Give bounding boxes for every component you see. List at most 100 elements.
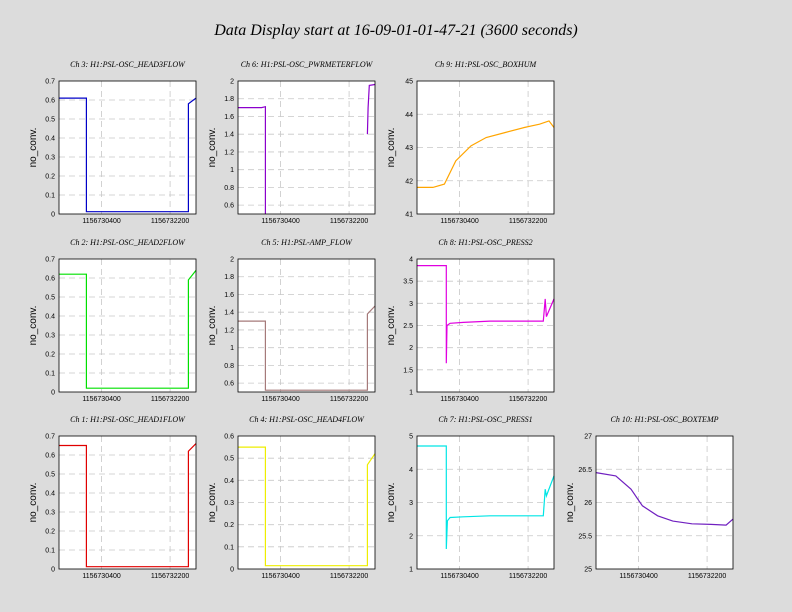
y-tick-label: 2	[409, 533, 413, 540]
y-tick-label: 0.2	[45, 529, 55, 536]
chart-title: Ch 8: H1:PSL-OSC_PRESS2	[438, 238, 532, 247]
y-tick-label: 0.5	[45, 472, 55, 479]
plot-area	[59, 81, 196, 214]
x-tick-label: 1156732200	[151, 218, 190, 225]
y-tick-label: 1.2	[224, 327, 234, 334]
chart-title: Ch 2: H1:PSL-OSC_HEAD2FLOW	[70, 238, 186, 247]
x-tick-label: 1156730400	[261, 218, 300, 225]
y-tick-label: 2	[409, 345, 413, 352]
y-tick-label: 1.2	[224, 149, 234, 156]
x-tick-label: 1156730400	[619, 573, 658, 580]
y-tick-label: 45	[405, 79, 413, 86]
y-axis-label: no_conv.	[28, 483, 39, 523]
y-tick-label: 5	[409, 434, 413, 441]
y-tick-label: 0.8	[224, 363, 234, 370]
y-tick-label: 1.8	[224, 274, 234, 281]
y-tick-label: 1	[409, 567, 413, 574]
plot-area	[238, 81, 375, 214]
y-tick-label: 1.6	[224, 292, 234, 299]
y-axis-label: no_conv.	[565, 483, 576, 523]
y-tick-label: 1	[230, 345, 234, 352]
x-tick-label: 1156732200	[151, 396, 190, 403]
chart-title: Ch 7: H1:PSL-OSC_PRESS1	[438, 415, 532, 424]
y-tick-label: 1.4	[224, 132, 234, 139]
y-tick-label: 0.7	[45, 434, 55, 441]
x-tick-label: 1156732200	[509, 218, 548, 225]
x-tick-label: 1156730400	[82, 396, 121, 403]
y-tick-label: 0.1	[45, 548, 55, 555]
x-tick-label: 1156730400	[440, 218, 479, 225]
y-tick-label: 0.4	[224, 478, 234, 485]
chart-title: Ch 10: H1:PSL-OSC_BOXTEMP	[611, 415, 719, 424]
y-tick-label: 43	[405, 145, 413, 152]
y-tick-label: 0.6	[224, 381, 234, 388]
chart-title: Ch 6: H1:PSL-OSC_PWRMETERFLOW	[241, 60, 374, 69]
y-axis-label: no_conv.	[207, 483, 218, 523]
y-tick-label: 0.4	[45, 491, 55, 498]
x-tick-label: 1156732200	[688, 573, 727, 580]
y-tick-label: 26	[584, 500, 592, 507]
x-tick-label: 1156730400	[440, 573, 479, 580]
y-tick-label: 0	[230, 567, 234, 574]
y-tick-label: 0.3	[45, 510, 55, 517]
y-tick-label: 1.6	[224, 114, 234, 121]
x-tick-label: 1156732200	[330, 573, 369, 580]
y-axis-label: no_conv.	[386, 128, 397, 168]
y-tick-label: 1	[409, 390, 413, 397]
x-tick-label: 1156732200	[330, 396, 369, 403]
chart-title: Ch 3: H1:PSL-OSC_HEAD3FLOW	[70, 60, 186, 69]
y-tick-label: 2	[230, 257, 234, 264]
y-axis-label: no_conv.	[28, 306, 39, 346]
y-tick-label: 41	[405, 212, 413, 219]
x-tick-label: 1156732200	[151, 573, 190, 580]
y-tick-label: 3.5	[403, 279, 413, 286]
x-tick-label: 1156732200	[509, 573, 548, 580]
y-tick-label: 44	[405, 112, 413, 119]
chart-panel: 1 1.5 2 2.5 3 3.5 4 1156730400 1156732200 Ch 8: H…	[386, 238, 554, 403]
chart-panel: 0 0.1 0.2 0.3 0.4 0.5 0.6 0.7 1156730400 11567322…	[28, 238, 196, 403]
chart-panel: 0.6 0.8 1 1.2 1.4 1.6 1.8 2 1156730400 1156732200…	[207, 60, 375, 225]
y-tick-label: 0.6	[224, 434, 234, 441]
y-tick-label: 0.5	[45, 295, 55, 302]
x-tick-label: 1156730400	[261, 573, 300, 580]
y-tick-label: 2.5	[403, 323, 413, 330]
y-tick-label: 0	[51, 567, 55, 574]
y-tick-label: 4	[409, 257, 413, 264]
y-tick-label: 0.6	[45, 453, 55, 460]
x-tick-label: 1156732200	[509, 396, 548, 403]
plot-area	[59, 259, 196, 392]
y-tick-label: 1.8	[224, 96, 234, 103]
chart-panel: 00.10.20.30.40.50.61156730400 1156732200C…	[207, 415, 375, 580]
y-tick-label: 1.4	[224, 310, 234, 317]
y-axis-label: no_conv.	[28, 128, 39, 168]
y-tick-label: 25.5	[578, 533, 592, 540]
y-tick-label: 0.8	[224, 185, 234, 192]
x-tick-label: 1156730400	[261, 396, 300, 403]
y-tick-label: 0.1	[45, 193, 55, 200]
y-tick-label: 0.6	[45, 98, 55, 105]
chart-panel: 41 42 43 44 45 1156730400 1156732200 Ch 9: H1:P…	[386, 60, 554, 225]
y-axis-label: no_conv.	[386, 306, 397, 346]
y-tick-label: 26.5	[578, 467, 592, 474]
y-tick-label: 3	[409, 500, 413, 507]
y-tick-label: 0	[51, 212, 55, 219]
y-tick-label: 0.2	[224, 522, 234, 529]
y-tick-label: 0.7	[45, 79, 55, 86]
y-tick-label: 0.5	[224, 456, 234, 463]
y-tick-label: 0.3	[224, 500, 234, 507]
y-tick-label: 0.6	[224, 203, 234, 210]
y-tick-label: 27	[584, 434, 592, 441]
y-tick-label: 0.3	[45, 333, 55, 340]
figure: 0 0.1 0.2 0.3 0.4 0.5 0.6 0.7 1156730400 11567322…	[0, 0, 792, 612]
y-tick-label: 0.2	[45, 352, 55, 359]
y-tick-label: 0.4	[45, 314, 55, 321]
y-axis-label: no_conv.	[386, 483, 397, 523]
chart-title: Ch 4: H1:PSL-OSC_HEAD4FLOW	[249, 415, 365, 424]
x-tick-label: 1156730400	[440, 396, 479, 403]
y-tick-label: 25	[584, 567, 592, 574]
y-tick-label: 0.7	[45, 257, 55, 264]
y-tick-label: 4	[409, 467, 413, 474]
y-tick-label: 1	[230, 167, 234, 174]
chart-title: Ch 1: H1:PSL-OSC_HEAD1FLOW	[70, 415, 186, 424]
chart-panel: 0 0.1 0.2 0.3 0.4 0.5 0.6 0.7 1156730400 11567322…	[28, 415, 196, 580]
